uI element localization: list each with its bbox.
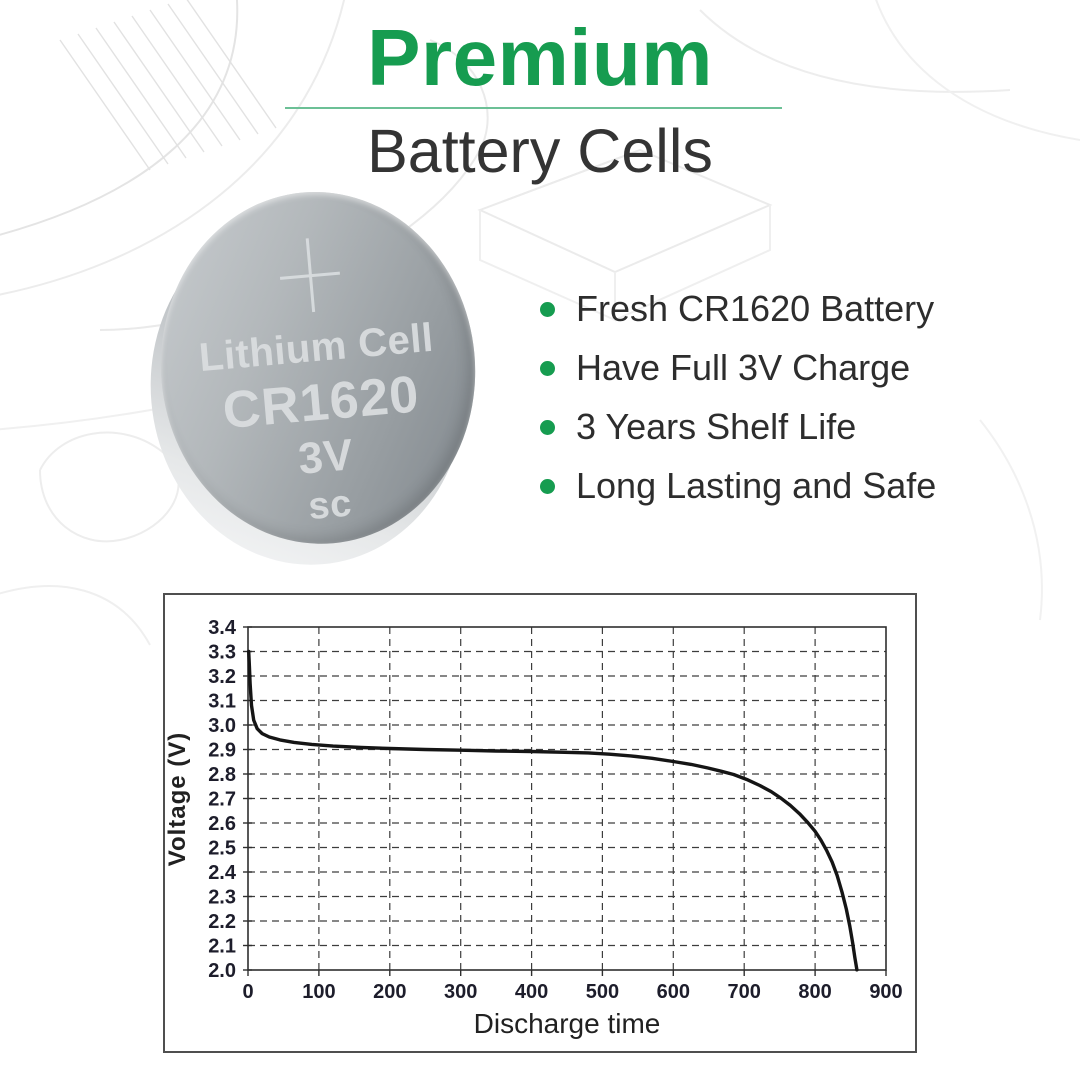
y-tick-label: 2.9 xyxy=(208,740,236,762)
x-tick-label: 900 xyxy=(869,981,902,1003)
feature-item: Fresh CR1620 Battery xyxy=(540,288,936,329)
plot-border xyxy=(247,626,887,971)
y-tick-label: 2.3 xyxy=(208,887,236,909)
bullet-icon xyxy=(540,360,555,376)
y-tick-label: 2.1 xyxy=(208,936,236,958)
feature-text: 3 Years Shelf Life xyxy=(576,406,857,447)
y-tick-label: 3.3 xyxy=(208,642,236,664)
bullet-icon xyxy=(540,419,555,435)
feature-text: Long Lasting and Safe xyxy=(576,465,937,506)
feature-text: Have Full 3V Charge xyxy=(576,347,911,388)
x-tick-label: 700 xyxy=(728,981,761,1003)
y-tick-label: 2.6 xyxy=(208,813,236,835)
battery-image: Lithium Cell CR1620 3V sc xyxy=(134,174,500,584)
y-tick-label: 2.2 xyxy=(208,911,236,933)
bullet-icon xyxy=(540,301,555,317)
x-tick-label: 300 xyxy=(444,981,477,1003)
y-tick-label: 2.0 xyxy=(208,960,236,982)
y-tick-label: 2.5 xyxy=(208,838,236,860)
y-tick-label: 3.1 xyxy=(208,691,236,713)
feature-item: Have Full 3V Charge xyxy=(540,347,936,388)
feature-list: Fresh CR1620 Battery Have Full 3V Charge… xyxy=(540,288,937,527)
x-tick-label: 600 xyxy=(657,981,690,1003)
x-tick-label: 0 xyxy=(242,981,253,1003)
x-tick-label: 200 xyxy=(373,981,406,1003)
title-divider xyxy=(285,107,782,109)
y-tick-label: 3.0 xyxy=(208,715,236,737)
feature-item: Long Lasting and Safe xyxy=(540,465,937,506)
y-tick-label: 2.7 xyxy=(208,789,236,811)
y-tick-label: 3.4 xyxy=(208,617,237,639)
page-title: Premium xyxy=(367,13,713,102)
battery-model-text: CR1620 xyxy=(220,365,422,441)
feature-text: Fresh CR1620 Battery xyxy=(576,288,935,329)
y-axis-title: Voltage (V) xyxy=(164,732,191,867)
page-subtitle: Battery Cells xyxy=(367,117,713,185)
discharge-chart-svg: 2.02.12.22.32.42.52.62.72.82.93.03.13.23… xyxy=(163,593,917,1053)
battery-voltage-text: 3V xyxy=(296,430,356,484)
x-tick-label: 400 xyxy=(515,981,548,1003)
bullet-icon xyxy=(540,478,555,494)
y-tick-label: 2.8 xyxy=(208,764,236,786)
discharge-curve xyxy=(246,649,859,972)
x-tick-label: 800 xyxy=(798,981,831,1003)
plus-terminal-icon xyxy=(277,236,343,315)
x-tick-label: 500 xyxy=(586,981,619,1003)
feature-item: 3 Years Shelf Life xyxy=(540,406,936,447)
y-tick-label: 3.2 xyxy=(208,666,236,688)
x-axis-title: Discharge time xyxy=(474,1008,661,1039)
discharge-chart: 2.0 2.1 2.2 2.3 2.4 2.5 2.6 2.7 2.8 2.9 3.0 3.1 3.2 3… xyxy=(163,593,917,1053)
battery-brand-text: sc xyxy=(306,482,354,529)
y-tick-label: 2.4 xyxy=(208,862,237,884)
x-tick-label: 100 xyxy=(302,981,335,1003)
